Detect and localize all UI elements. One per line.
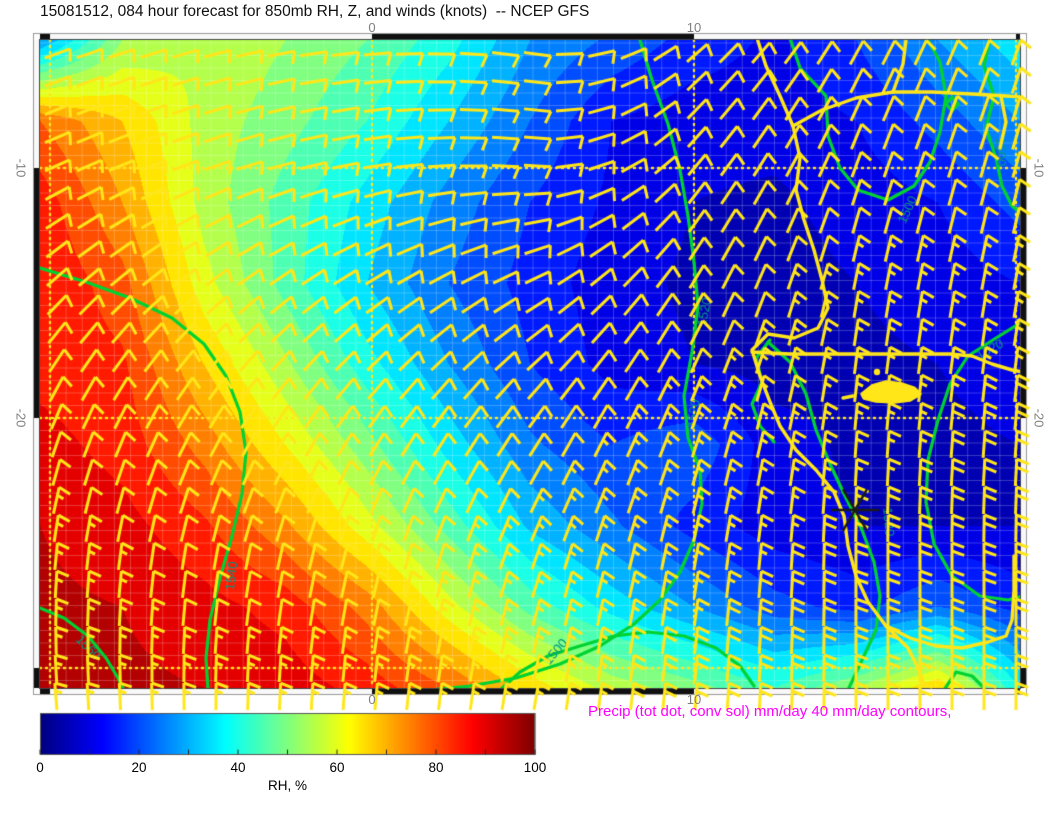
page-title: 15081512, 084 hour forecast for 850mb RH… (40, 3, 590, 20)
lat-tick-right: -20 (1031, 408, 1047, 428)
lon-tick-bottom: 0 (368, 692, 376, 707)
colorbar-tick: 100 (523, 760, 547, 775)
colorbar-tick: 60 (329, 760, 345, 775)
colorbar-tick: 20 (131, 760, 147, 775)
lat-tick-left: -20 (13, 408, 29, 428)
lon-tick-top: 10 (686, 20, 702, 35)
colorbar-tick: 0 (36, 760, 44, 775)
lon-tick-top: 0 (368, 20, 376, 35)
colorbar-tick: 40 (230, 760, 246, 775)
lon-tick-bottom: 10 (686, 692, 702, 707)
lat-tick-right: -10 (1031, 158, 1047, 178)
colorbar-tick: 80 (428, 760, 444, 775)
colorbar-title: RH, % (267, 778, 308, 793)
lat-tick-left: -10 (13, 158, 29, 178)
precip-legend-note: Precip (tot dot, conv sol) mm/day 40 mm/… (588, 703, 952, 720)
